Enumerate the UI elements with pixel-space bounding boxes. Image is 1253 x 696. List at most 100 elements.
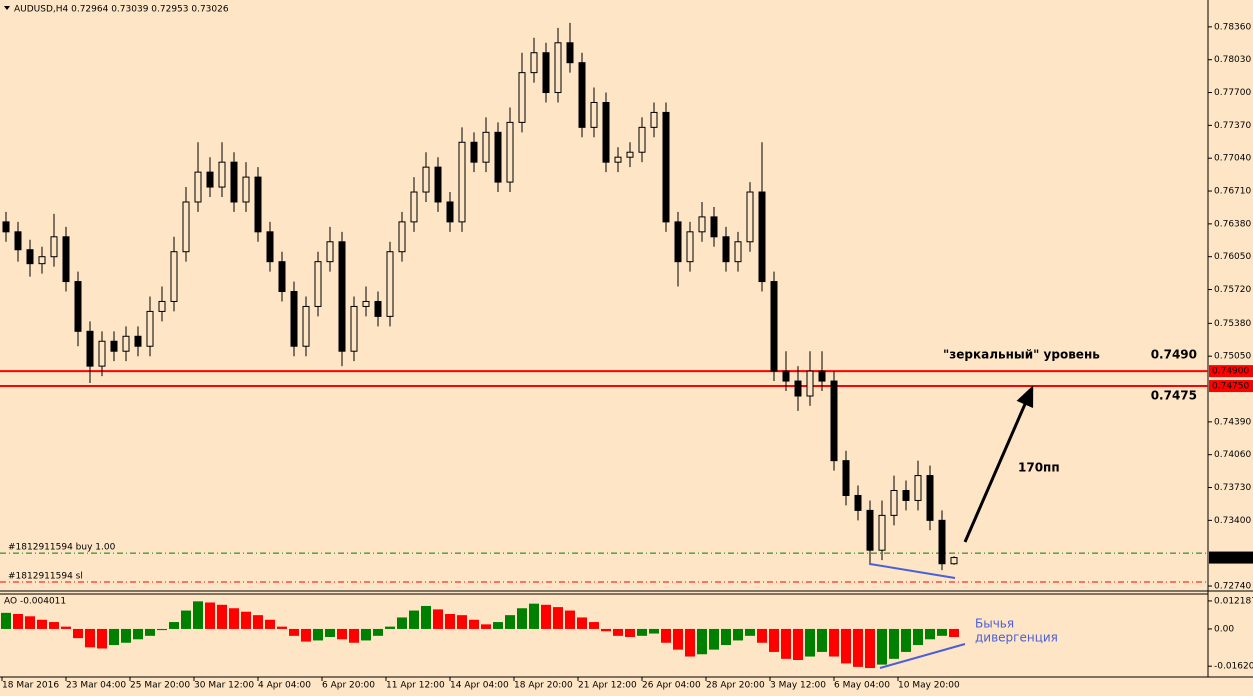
candle-body: [782, 370, 790, 382]
ao-bar: [97, 628, 107, 649]
x-tick-label: 3 May 12:00: [770, 681, 826, 691]
annotation: 0.7490: [1151, 348, 1197, 362]
ao-bar: [841, 628, 851, 664]
x-tick-label: 6 Apr 20:00: [322, 681, 375, 691]
candle-body: [362, 300, 370, 307]
ao-bar: [865, 628, 875, 669]
ao-bar: [217, 604, 227, 629]
candle-body: [86, 330, 94, 367]
ao-bar: [73, 628, 83, 639]
y-tick-label: 0.73730: [1214, 483, 1251, 493]
ao-bar: [937, 628, 947, 636]
candle-body: [854, 494, 862, 511]
ao-bar: [817, 628, 827, 652]
candle-body: [818, 370, 826, 382]
candle-body: [938, 519, 946, 565]
candle-body: [398, 221, 406, 253]
ao-bar: [169, 622, 179, 629]
ao-bar: [709, 628, 719, 650]
candle-body: [266, 231, 274, 263]
candle-body: [218, 161, 226, 188]
candle-body: [350, 305, 358, 352]
candle-body: [62, 236, 70, 283]
y-tick-label: 0.77040: [1214, 154, 1251, 164]
candle-body: [2, 221, 10, 233]
annotation: 170пп: [1018, 461, 1060, 475]
candle-body: [950, 557, 958, 565]
candle-body: [14, 231, 22, 251]
candle-body: [146, 310, 154, 347]
ao-bar: [1, 612, 11, 629]
candle-body: [26, 249, 34, 265]
arrow: [963, 385, 1034, 543]
candle-body: [614, 156, 622, 163]
candle-body: [206, 171, 214, 188]
ao-bar: [697, 628, 707, 655]
ao-bar: [313, 628, 323, 641]
candle-body: [170, 251, 178, 302]
x-tick-label: 14 Apr 04:00: [450, 681, 509, 691]
divergence-line: [869, 563, 956, 579]
candle-body: [590, 101, 598, 128]
ao-bar: [85, 628, 95, 648]
candle-body: [182, 201, 190, 253]
y-tick-label: 0.72740: [1214, 582, 1251, 592]
ao-bar: [541, 604, 551, 629]
y-tick-label: 0.76380: [1214, 219, 1251, 229]
x-tick-label: 11 Apr 12:00: [386, 681, 445, 691]
level-label: 0.74900: [1212, 367, 1249, 377]
ao-bar: [373, 628, 383, 636]
ao-bar: [133, 628, 143, 640]
candle-body: [98, 340, 106, 367]
ao-bar: [349, 628, 359, 643]
ao-bar: [121, 628, 131, 643]
candle-body: [518, 72, 526, 123]
ao-bar: [829, 628, 839, 657]
divergence-line: [879, 643, 966, 669]
ao-label: AO -0.004011: [4, 597, 66, 607]
ao-bar: [469, 619, 479, 629]
ao-bar: [877, 628, 887, 665]
ao-bar: [625, 628, 635, 637]
candle-body: [230, 161, 238, 203]
annotation: Бычья: [975, 617, 1014, 631]
candle-body: [842, 460, 850, 496]
ao-bar: [781, 628, 791, 659]
y-tick-label: 0.78360: [1214, 22, 1251, 32]
ao-bar: [25, 616, 35, 629]
candle-body: [626, 151, 634, 158]
ao-bar: [805, 628, 815, 657]
candle-body: [242, 176, 250, 203]
candle-body: [830, 380, 838, 462]
candle-body: [410, 191, 418, 223]
ao-bar: [457, 615, 467, 629]
candle-body: [746, 191, 754, 243]
ao-bar: [517, 608, 527, 629]
x-tick-label: 25 Mar 20:00: [130, 681, 190, 691]
ao-bar: [409, 610, 419, 629]
ao-bar: [493, 622, 503, 629]
candle-body: [290, 291, 298, 347]
level-label-box: [1209, 380, 1253, 393]
y-tick-label: 0.76710: [1214, 187, 1251, 197]
x-tick-label: 26 Apr 04:00: [642, 681, 701, 691]
ao-bar: [37, 619, 47, 629]
candle-body: [578, 62, 586, 128]
ao-tick-label: -0.016203: [1214, 662, 1253, 672]
candle-body: [494, 131, 502, 183]
ao-bar: [445, 614, 455, 629]
ao-bar: [157, 628, 167, 631]
annotation: 0.7475: [1151, 389, 1197, 403]
ao-tick-label: 0.00: [1214, 624, 1234, 634]
candle-body: [338, 241, 346, 352]
order-label: #1812911594 buy 1.00: [8, 543, 116, 553]
candle-body: [698, 216, 706, 233]
x-tick-label: 21 Apr 12:00: [578, 681, 637, 691]
candle-body: [806, 370, 814, 397]
ao-bar: [325, 628, 335, 637]
candle-body: [722, 236, 730, 263]
ao-bar: [421, 605, 431, 629]
ao-bar: [853, 628, 863, 667]
candle-body: [902, 490, 910, 501]
candle-body: [302, 305, 310, 347]
